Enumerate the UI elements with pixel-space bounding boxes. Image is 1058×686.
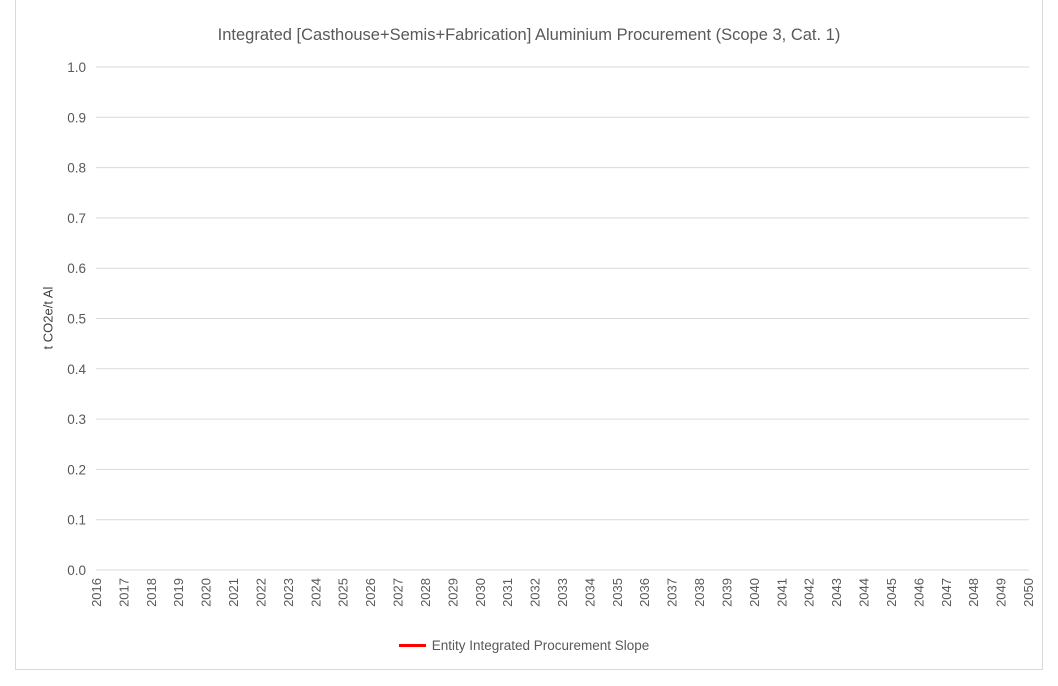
x-tick-label: 2033 bbox=[555, 578, 570, 607]
x-tick-label: 2045 bbox=[884, 578, 899, 607]
x-tick-label: 2023 bbox=[281, 578, 296, 607]
x-tick-label: 2040 bbox=[747, 578, 762, 607]
x-tick-label: 2035 bbox=[610, 578, 625, 607]
x-tick-label: 2046 bbox=[911, 578, 926, 607]
x-tick-label: 2047 bbox=[939, 578, 954, 607]
y-tick-label: 0.6 bbox=[67, 261, 86, 276]
x-tick-label: 2041 bbox=[774, 578, 789, 607]
x-tick-label: 2022 bbox=[253, 578, 268, 607]
legend-line-swatch bbox=[398, 644, 426, 647]
x-tick-label: 2043 bbox=[829, 578, 844, 607]
x-tick-label: 2025 bbox=[336, 578, 351, 607]
chart-area bbox=[15, 0, 1043, 670]
y-tick-label: 0.0 bbox=[67, 563, 86, 578]
x-tick-label: 2017 bbox=[116, 578, 131, 607]
y-tick-label: 0.5 bbox=[67, 312, 86, 327]
y-tick-label: 0.8 bbox=[67, 161, 86, 176]
y-tick-label: 0.4 bbox=[67, 362, 86, 377]
y-tick-label: 0.1 bbox=[67, 513, 86, 528]
x-tick-label: 2037 bbox=[665, 578, 680, 607]
y-tick-label: 0.2 bbox=[67, 462, 86, 477]
x-tick-label: 2028 bbox=[418, 578, 433, 607]
x-tick-label: 2039 bbox=[719, 578, 734, 607]
x-tick-label: 2034 bbox=[582, 578, 597, 607]
x-tick-label: 2042 bbox=[802, 578, 817, 607]
x-tick-label: 2029 bbox=[445, 578, 460, 607]
y-tick-label: 1.0 bbox=[67, 60, 86, 75]
x-tick-label: 2050 bbox=[1021, 578, 1036, 607]
x-tick-label: 2024 bbox=[308, 578, 323, 607]
x-tick-label: 2026 bbox=[363, 578, 378, 607]
chart-title: Integrated [Casthouse+Semis+Fabrication]… bbox=[217, 26, 841, 44]
x-tick-label: 2021 bbox=[226, 578, 241, 607]
x-tick-label: 2038 bbox=[692, 578, 707, 607]
x-tick-label: 2031 bbox=[500, 578, 515, 607]
x-tick-label: 2048 bbox=[966, 578, 981, 607]
x-tick-label: 2044 bbox=[857, 578, 872, 607]
x-tick-label: 2049 bbox=[994, 578, 1009, 607]
x-tick-label: 2016 bbox=[89, 578, 104, 607]
x-tick-label: 2020 bbox=[199, 578, 214, 607]
x-tick-label: 2032 bbox=[528, 578, 543, 607]
x-tick-label: 2019 bbox=[171, 578, 186, 607]
x-tick-label: 2018 bbox=[144, 578, 159, 607]
y-tick-label: 0.7 bbox=[67, 211, 86, 226]
x-tick-label: 2027 bbox=[391, 578, 406, 607]
legend-label: Entity Integrated Procurement Slope bbox=[431, 638, 650, 653]
y-tick-label: 0.3 bbox=[67, 412, 86, 427]
legend: Entity Integrated Procurement Slope bbox=[0, 638, 1058, 653]
x-tick-label: 2030 bbox=[473, 578, 488, 607]
x-tick-label: 2036 bbox=[637, 578, 652, 607]
y-tick-label: 0.9 bbox=[67, 110, 86, 125]
